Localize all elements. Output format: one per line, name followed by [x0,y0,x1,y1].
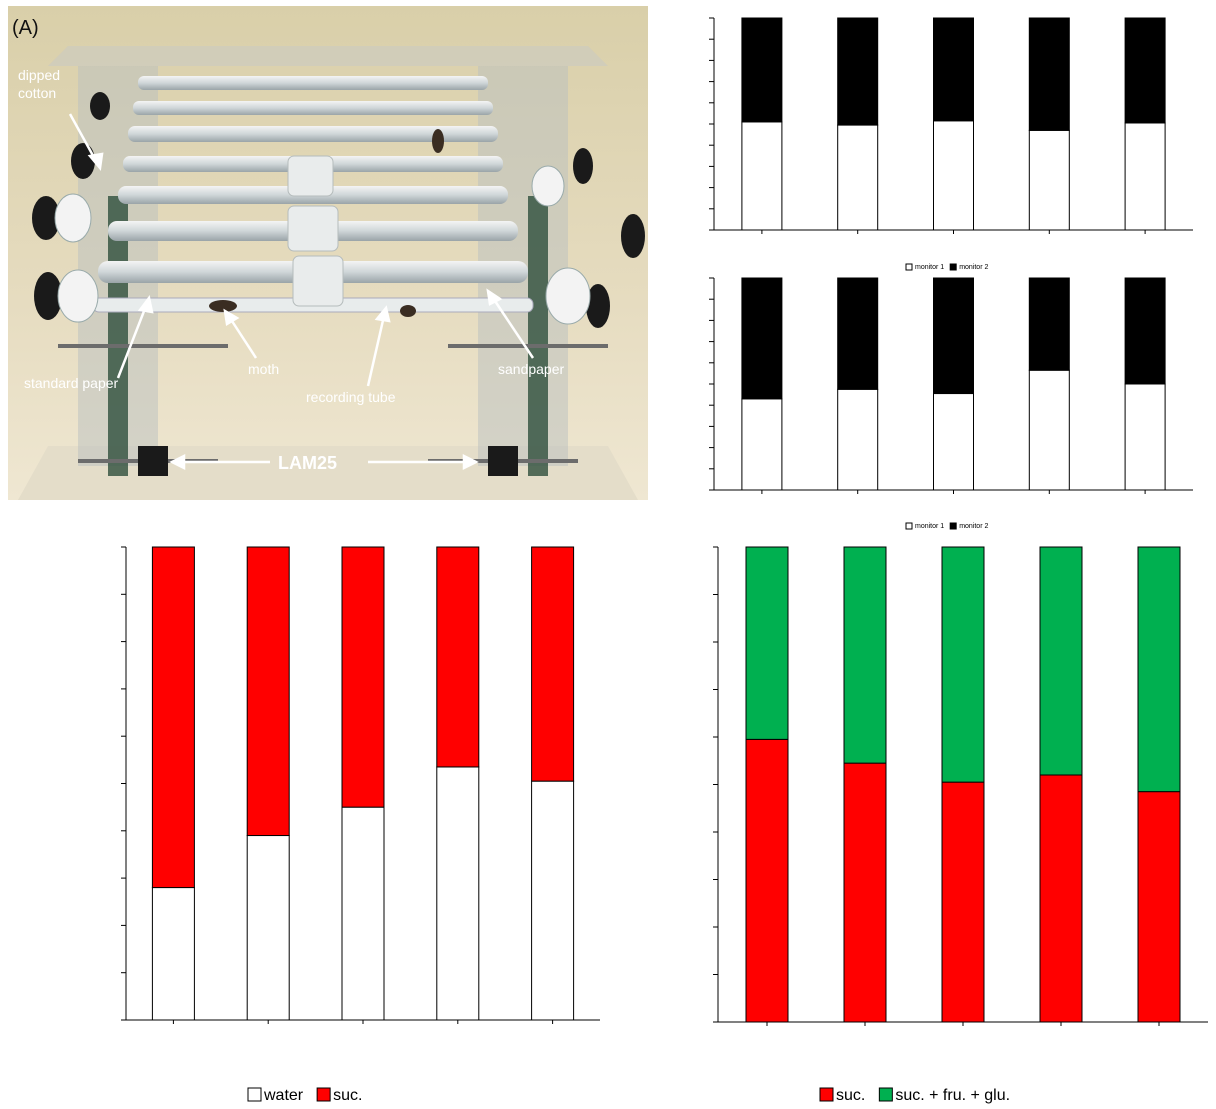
chart-d-svg: water suc. [121,546,600,1104]
bar-lower [1137,791,1181,1023]
bar-upper [531,546,575,782]
label-moth: moth [248,361,279,377]
chart-e-svg: suc. suc. + fru. + glu. [713,546,1208,1104]
bar-upper [843,546,887,764]
bar-lower [246,835,290,1021]
bar-lower [1124,122,1166,231]
legend-label: monitor 2 [959,523,988,530]
legend-label: monitor 1 [915,264,944,271]
bar-upper [1028,17,1070,131]
legend-swatch [905,263,913,271]
label-lam25: LAM25 [278,453,337,473]
bar-upper [1039,546,1083,776]
label-standard-paper: standard paper [24,375,119,391]
legend-swatch [949,263,957,271]
bar-lower [1039,774,1083,1023]
legend-swatch [819,1087,834,1102]
bar-lower [1028,129,1070,231]
bar-lower [741,121,783,231]
bar-upper [933,277,974,395]
bar-upper [151,546,195,889]
bar-lower [745,738,789,1023]
legend-swatch [905,522,913,530]
bar-upper [436,546,480,768]
bar-upper [745,546,789,740]
bar-upper [1028,277,1070,371]
legend-swatch [878,1087,893,1102]
label-dipped-2: cotton [18,85,56,101]
label-sandpaper: sandpaper [498,361,565,377]
apparatus-illustration: (A) dipped cotton standard paper moth re… [8,6,648,500]
bar-upper [246,546,290,837]
bar-lower [741,398,783,491]
bar-upper [837,17,879,126]
bar-lower [1124,383,1166,491]
bar-upper [341,546,385,808]
legend-label: water [263,1087,304,1104]
chart-sucrose-mix: suc. suc. + fru. + glu. [608,508,1216,1104]
bar-upper [1137,546,1181,793]
bar-lower [837,124,879,231]
chart-choice-monitors: monitor 1 monitor 2 [648,270,1208,532]
panel-a-letter: (A) [12,17,39,39]
bar-lower [933,393,974,491]
legend-label: suc. + fru. + glu. [895,1087,1010,1104]
legend-swatch [949,522,957,530]
chart-consumption-proportion: monitor 1 monitor 2 [648,6,1208,272]
bar-upper [941,546,985,783]
bar-lower [1028,369,1070,491]
chart-water-sucrose: water suc. [0,508,608,1104]
legend-label: monitor 2 [959,264,988,271]
bar-upper [933,17,974,122]
bar-lower [843,762,887,1023]
chart-c-svg: monitor 1 monitor 2 [709,277,1193,530]
chart-b-svg: monitor 1 monitor 2 [709,17,1193,271]
label-recording-tube: recording tube [306,389,396,405]
legend-swatch [316,1087,331,1102]
label-dipped-1: dipped [18,67,60,83]
bar-upper [837,277,879,390]
bar-lower [531,780,575,1021]
apparatus-photo: (A) dipped cotton standard paper moth re… [8,6,648,500]
legend-label: suc. [836,1087,865,1104]
legend-label: suc. [333,1087,362,1104]
bar-upper [1124,17,1166,124]
legend-label: monitor 1 [915,523,944,530]
bar-upper [741,17,783,123]
bar-lower [341,806,385,1021]
bar-lower [436,766,480,1021]
bar-lower [933,120,974,231]
bar-upper [1124,277,1166,385]
bar-lower [941,781,985,1023]
bar-upper [741,277,783,400]
legend-swatch [247,1087,262,1102]
bar-lower [151,887,195,1021]
bar-lower [837,388,879,491]
